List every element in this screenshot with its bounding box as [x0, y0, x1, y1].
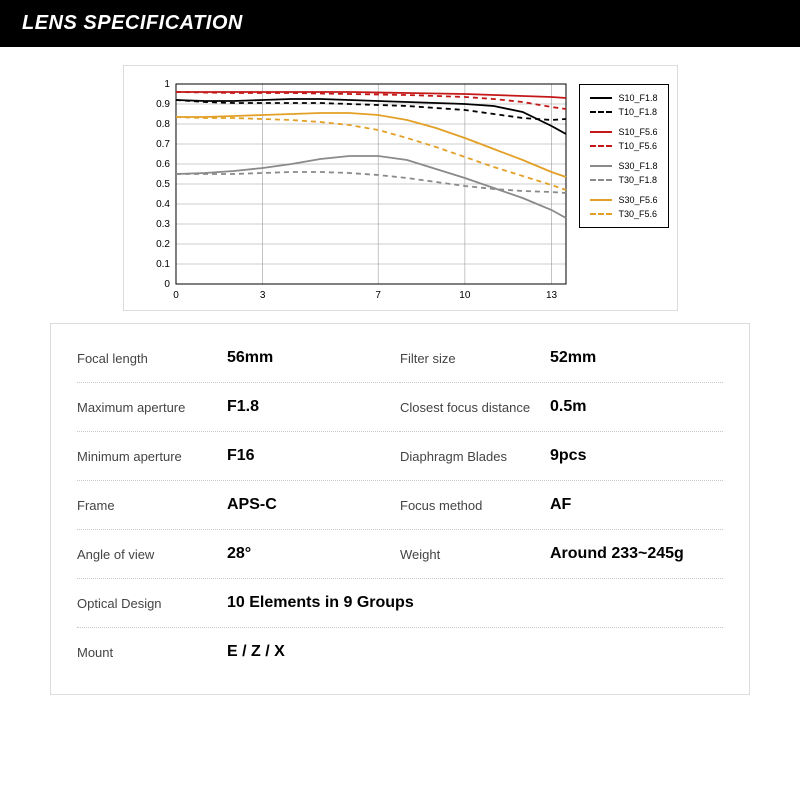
legend-swatch — [590, 145, 612, 147]
spec-cell: WeightAround 233~245g — [400, 530, 723, 579]
spec-label: Focal length — [77, 351, 227, 366]
spec-cell: Focus methodAF — [400, 481, 723, 530]
spec-cell: Diaphragm Blades9pcs — [400, 432, 723, 481]
spec-value: AF — [550, 496, 571, 514]
spec-cell: MountE / Z / X — [77, 628, 723, 676]
legend-swatch — [590, 179, 612, 181]
legend-label: T10_F1.8 — [618, 107, 657, 117]
legend-item: T10_F1.8 — [590, 105, 657, 119]
svg-text:0.1: 0.1 — [156, 259, 170, 270]
legend-swatch — [590, 131, 612, 133]
legend-swatch — [590, 165, 612, 167]
legend-item: T10_F5.6 — [590, 139, 657, 153]
spec-cell: FrameAPS-C — [77, 481, 400, 530]
spec-value: E / Z / X — [227, 643, 285, 661]
legend-label: S10_F1.8 — [618, 93, 657, 103]
spec-label: Frame — [77, 498, 227, 513]
spec-cell: Filter size52mm — [400, 334, 723, 383]
header: LENS SPECIFICATION — [0, 0, 800, 47]
spec-value: F16 — [227, 447, 255, 465]
table-row: MountE / Z / X — [77, 628, 723, 676]
spec-value: 0.5m — [550, 398, 586, 416]
spec-label: Diaphragm Blades — [400, 449, 550, 464]
legend-label: T30_F1.8 — [618, 175, 657, 185]
svg-text:0.7: 0.7 — [156, 139, 170, 150]
svg-text:10: 10 — [459, 290, 471, 301]
table-row: Minimum apertureF16Diaphragm Blades9pcs — [77, 432, 723, 481]
mtf-chart-container: 00.10.20.30.40.50.60.70.80.910371013 S10… — [123, 65, 678, 311]
table-row: Angle of view28°WeightAround 233~245g — [77, 530, 723, 579]
svg-text:13: 13 — [545, 290, 557, 301]
spec-label: Mount — [77, 645, 227, 660]
svg-text:0: 0 — [164, 279, 170, 290]
legend-label: S30_F1.8 — [618, 161, 657, 171]
svg-text:0.3: 0.3 — [156, 219, 170, 230]
svg-text:0: 0 — [173, 290, 179, 301]
table-row: FrameAPS-CFocus methodAF — [77, 481, 723, 530]
svg-text:0.4: 0.4 — [156, 199, 170, 210]
legend-swatch — [590, 111, 612, 113]
table-row: Optical Design10 Elements in 9 Groups — [77, 579, 723, 628]
legend-swatch — [590, 97, 612, 99]
legend-item: T30_F1.8 — [590, 173, 657, 187]
legend-item: T30_F5.6 — [590, 207, 657, 221]
legend-label: T30_F5.6 — [618, 209, 657, 219]
legend: S10_F1.8 T10_F1.8 S10_F5.6 T10_F5.6 S30_F1.8… — [579, 84, 668, 228]
spec-label: Maximum aperture — [77, 400, 227, 415]
spec-cell: Angle of view28° — [77, 530, 400, 579]
spec-label: Angle of view — [77, 547, 227, 562]
spec-label: Optical Design — [77, 596, 227, 611]
spec-label: Weight — [400, 547, 550, 562]
legend-label: T10_F5.6 — [618, 141, 657, 151]
legend-swatch — [590, 199, 612, 201]
spec-cell: Maximum apertureF1.8 — [77, 383, 400, 432]
spec-cell: Closest focus distance0.5m — [400, 383, 723, 432]
svg-text:0.2: 0.2 — [156, 239, 170, 250]
svg-text:7: 7 — [375, 290, 381, 301]
svg-text:0.6: 0.6 — [156, 159, 170, 170]
page-title: LENS SPECIFICATION — [22, 12, 243, 34]
spec-cell: Optical Design10 Elements in 9 Groups — [77, 579, 723, 628]
svg-text:1: 1 — [164, 79, 170, 90]
legend-swatch — [590, 213, 612, 215]
svg-text:3: 3 — [259, 290, 265, 301]
table-row: Maximum apertureF1.8Closest focus distan… — [77, 383, 723, 432]
legend-item: S30_F5.6 — [590, 193, 657, 207]
legend-item: S30_F1.8 — [590, 159, 657, 173]
svg-text:0.5: 0.5 — [156, 179, 170, 190]
spec-value: 9pcs — [550, 447, 586, 465]
mtf-chart: 00.10.20.30.40.50.60.70.80.910371013 — [132, 76, 580, 304]
spec-label: Filter size — [400, 351, 550, 366]
spec-value: APS-C — [227, 496, 277, 514]
legend-item: S10_F5.6 — [590, 125, 657, 139]
svg-text:0.8: 0.8 — [156, 119, 170, 130]
spec-cell: Focal length56mm — [77, 334, 400, 383]
spec-value: 10 Elements in 9 Groups — [227, 594, 414, 612]
legend-label: S10_F5.6 — [618, 127, 657, 137]
svg-text:0.9: 0.9 — [156, 99, 170, 110]
spec-label: Focus method — [400, 498, 550, 513]
spec-value: 28° — [227, 545, 251, 563]
legend-label: S30_F5.6 — [618, 195, 657, 205]
spec-value: 52mm — [550, 349, 596, 367]
table-row: Focal length56mmFilter size52mm — [77, 334, 723, 383]
legend-item: S10_F1.8 — [590, 91, 657, 105]
spec-label: Minimum aperture — [77, 449, 227, 464]
spec-value: F1.8 — [227, 398, 259, 416]
spec-cell: Minimum apertureF16 — [77, 432, 400, 481]
spec-table: Focal length56mmFilter size52mmMaximum a… — [50, 323, 750, 695]
spec-label: Closest focus distance — [400, 400, 550, 415]
spec-value: 56mm — [227, 349, 273, 367]
spec-value: Around 233~245g — [550, 545, 684, 563]
